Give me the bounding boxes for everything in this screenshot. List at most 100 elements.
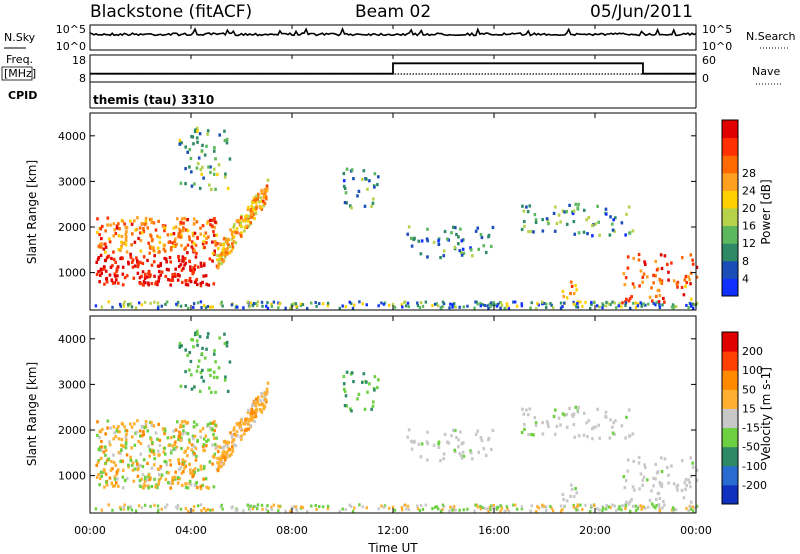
velocity-cell xyxy=(595,507,599,511)
velocity-cell xyxy=(387,506,391,510)
velocity-cell xyxy=(176,481,180,485)
power-cell xyxy=(121,283,125,287)
power-cell xyxy=(158,235,162,240)
velocity-cell xyxy=(186,446,190,450)
velocity-cell xyxy=(349,407,352,411)
power-cell xyxy=(520,302,523,306)
velocity-cell xyxy=(252,505,256,509)
velocity-cell xyxy=(223,456,227,460)
power-cell xyxy=(695,265,699,269)
power-cell xyxy=(212,167,216,171)
power-cell xyxy=(554,205,557,209)
velocity-cell xyxy=(200,352,204,356)
velocity-cell xyxy=(453,429,457,433)
power-cell xyxy=(222,243,225,247)
velocity-cell xyxy=(441,508,444,512)
velocity-cell xyxy=(130,463,134,467)
power-cell xyxy=(104,242,107,246)
power-cell xyxy=(251,215,254,219)
velocity-cell xyxy=(188,368,191,372)
velocity-cell xyxy=(292,505,296,509)
power-cell xyxy=(343,186,347,190)
velocity-cell xyxy=(647,505,650,509)
velocity-cell xyxy=(198,335,202,339)
velocity-cell xyxy=(214,445,218,449)
velocity-cell xyxy=(549,505,552,509)
velocity-cell xyxy=(99,448,103,452)
power-cell xyxy=(491,303,494,307)
velocity-cell xyxy=(552,414,556,419)
velocity-cell xyxy=(179,507,183,511)
velocity-cell xyxy=(250,407,254,411)
velocity-cell xyxy=(169,449,173,453)
power-cell xyxy=(192,305,195,309)
velocity-cell xyxy=(351,509,355,513)
velocity-cell xyxy=(190,337,193,342)
velocity-cell xyxy=(114,434,118,439)
power-cell xyxy=(157,279,160,283)
freq-left-tick-low: 8 xyxy=(79,72,86,85)
power-cell xyxy=(228,244,232,249)
power-cell xyxy=(171,273,175,277)
velocity-cell xyxy=(148,477,152,482)
velocity-cell xyxy=(188,462,192,467)
velocity-cell xyxy=(179,466,183,470)
velocity-cell xyxy=(192,437,195,441)
power-cell xyxy=(149,301,152,305)
power-cell xyxy=(191,247,195,251)
power-cell xyxy=(256,192,260,196)
velocity-cell xyxy=(171,478,174,482)
power-cell xyxy=(106,216,110,220)
power-cell xyxy=(156,282,159,287)
velocity-cell xyxy=(112,437,116,441)
velocity-cell xyxy=(691,505,694,509)
velocity-cell xyxy=(672,507,676,511)
velocity-cell xyxy=(230,433,234,437)
velocity-cell xyxy=(212,370,216,374)
power-cell xyxy=(226,241,229,245)
velocity-cell xyxy=(193,332,197,337)
noise-left-tick-high: 10^5 xyxy=(56,23,86,36)
colorbar-swatch xyxy=(722,172,738,191)
power-cell xyxy=(218,242,222,246)
power-cell xyxy=(454,305,457,309)
power-cell xyxy=(195,126,199,130)
power-cell xyxy=(252,206,255,210)
power-cell xyxy=(545,217,549,221)
power-cell xyxy=(406,232,410,236)
colorbar-swatch xyxy=(722,465,738,486)
velocity-cell xyxy=(196,468,200,472)
power-cell xyxy=(482,244,486,248)
power-cell xyxy=(110,256,113,261)
power-cell xyxy=(184,228,188,232)
power-cell xyxy=(645,275,649,279)
velocity-cell xyxy=(207,368,210,372)
velocity-cell xyxy=(469,451,473,455)
power-cell xyxy=(224,248,227,252)
power-cell xyxy=(115,269,118,274)
power-cell xyxy=(196,162,200,166)
power-cell xyxy=(479,233,483,237)
power-cell xyxy=(264,304,268,308)
power-cell xyxy=(122,303,125,307)
velocity-cell xyxy=(636,505,640,509)
velocity-cell xyxy=(249,410,253,414)
power-cell xyxy=(373,185,376,189)
velocity-cell xyxy=(246,410,250,415)
power-cell xyxy=(479,304,482,308)
velocity-cell xyxy=(598,508,601,512)
velocity-cell xyxy=(482,447,486,451)
velocity-cell xyxy=(123,503,126,507)
velocity-cell xyxy=(104,480,108,484)
velocity-cell xyxy=(169,451,173,455)
power-cell xyxy=(188,235,191,239)
velocity-cell xyxy=(157,482,160,486)
power-cell xyxy=(193,280,197,285)
velocity-cell xyxy=(158,453,161,457)
velocity-cell xyxy=(301,506,305,510)
velocity-cell xyxy=(195,485,199,490)
power-cell xyxy=(204,231,208,235)
power-cell xyxy=(180,268,184,272)
velocity-cell xyxy=(118,430,121,434)
power-cell xyxy=(469,248,473,252)
